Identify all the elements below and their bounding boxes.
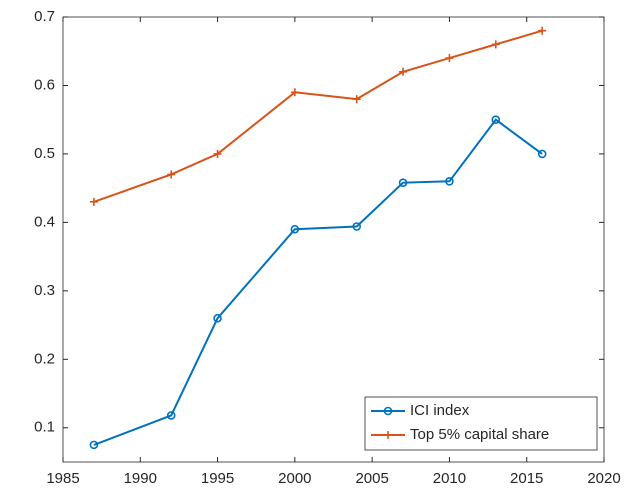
- legend-marker: [384, 431, 392, 439]
- x-tick-label: 1990: [124, 470, 157, 487]
- point: [398, 178, 408, 187]
- y-tick-label: 0.4: [34, 213, 55, 230]
- legend-box: [364, 396, 598, 451]
- point: [167, 170, 176, 179]
- legend-label: Top 5% capital share: [410, 426, 549, 443]
- legend-marker: [383, 406, 393, 416]
- point: [491, 40, 500, 49]
- point: [537, 149, 547, 159]
- point: [290, 224, 300, 234]
- point: [166, 411, 176, 420]
- point: [399, 67, 408, 76]
- point: [213, 149, 222, 158]
- y-tick-label: 0.7: [34, 8, 55, 25]
- point: [89, 440, 99, 450]
- point: [491, 115, 501, 124]
- plot-area: [62, 16, 605, 463]
- x-tick-label: 2005: [355, 470, 388, 487]
- x-tick-label: 2020: [587, 470, 620, 487]
- y-tick-label: 0.6: [34, 76, 55, 93]
- legend-label: ICI index: [410, 402, 470, 419]
- x-tick-label: 2010: [433, 470, 466, 487]
- point: [445, 54, 454, 63]
- point: [352, 95, 361, 104]
- y-tick-label: 0.3: [34, 282, 55, 299]
- point: [89, 197, 98, 206]
- point: [352, 222, 361, 231]
- point: [538, 26, 547, 35]
- point: [213, 313, 222, 323]
- point: [290, 88, 299, 97]
- series-line: [93, 118, 543, 446]
- y-tick-label: 0.1: [34, 419, 55, 436]
- y-tick-label: 0.5: [34, 145, 55, 162]
- x-tick-label: 1985: [46, 470, 79, 487]
- x-tick-label: 2000: [278, 470, 311, 487]
- y-tick-label: 0.2: [34, 350, 55, 367]
- x-tick-label: 1995: [201, 470, 234, 487]
- point: [445, 177, 454, 186]
- x-tick-label: 2015: [510, 470, 543, 487]
